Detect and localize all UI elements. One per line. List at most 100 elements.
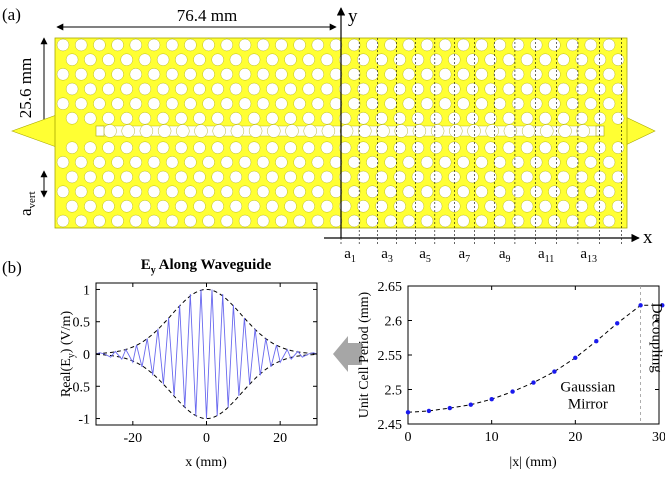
lattice-hole	[402, 214, 415, 228]
lattice-hole	[229, 170, 243, 184]
avert-label: avert	[16, 191, 38, 216]
lattice-hole	[147, 97, 161, 110]
lattice-hole	[247, 82, 261, 96]
lattice-hole	[439, 214, 452, 228]
lattice-hole	[202, 38, 215, 52]
lattice-hole	[457, 214, 470, 228]
lattice-hole	[393, 200, 406, 213]
lattice-hole	[220, 38, 234, 52]
right-chart-frame	[407, 285, 660, 425]
lattice-hole	[520, 53, 534, 66]
lattice-hole	[284, 82, 297, 96]
lattice-hole	[593, 141, 607, 154]
lattice-hole	[357, 141, 370, 154]
lattice-hole	[93, 38, 106, 52]
waveguide-hole	[558, 124, 572, 138]
lattice-hole	[393, 82, 406, 96]
lattice-hole	[557, 53, 570, 66]
slot-end-left	[95, 125, 105, 137]
lattice-hole	[138, 82, 152, 96]
lattice-hole	[548, 185, 561, 198]
lattice-hole	[502, 141, 516, 154]
lattice-hole	[348, 185, 361, 198]
lattice-hole	[557, 170, 570, 184]
lattice-hole	[502, 112, 516, 125]
lattice-hole	[539, 200, 552, 213]
lattice-hole	[284, 112, 297, 125]
lattice-hole	[165, 97, 179, 110]
lattice-hole	[156, 53, 170, 66]
lattice-hole	[293, 97, 306, 110]
lattice-hole	[338, 82, 352, 96]
lattice-hole	[420, 156, 434, 169]
lattice-hole	[484, 82, 497, 96]
lattice-hole	[357, 82, 370, 96]
lattice-hole	[147, 38, 161, 52]
lattice-hole	[65, 200, 79, 213]
lattice-hole	[420, 214, 434, 228]
lattice-hole	[393, 170, 406, 184]
lattice-hole	[502, 82, 516, 96]
panel-b-label: (b)	[2, 258, 22, 277]
lattice-hole	[338, 53, 352, 66]
lattice-hole	[366, 156, 379, 169]
lattice-hole	[84, 53, 97, 66]
lattice-hole	[165, 185, 179, 198]
lattice-hole	[247, 141, 261, 154]
lattice-hole	[275, 97, 288, 110]
lattice-hole	[466, 200, 479, 213]
lattice-hole	[548, 38, 561, 52]
lattice-hole	[129, 185, 143, 198]
lattice-hole	[557, 82, 570, 96]
lattice-hole	[429, 200, 443, 213]
lattice-hole	[111, 97, 124, 110]
y-tick-label: -0.5	[68, 380, 90, 395]
lattice-hole	[275, 68, 288, 81]
lattice-hole	[411, 82, 425, 96]
lattice-hole	[457, 38, 470, 52]
lattice-hole	[302, 82, 315, 96]
lattice-hole	[284, 141, 297, 154]
lattice-hole	[511, 97, 525, 110]
period-label: a3	[381, 246, 393, 265]
lattice-hole	[539, 53, 552, 66]
lattice-hole	[84, 170, 97, 184]
lattice-hole	[257, 38, 270, 52]
lattice-hole	[238, 38, 252, 52]
lattice-hole	[84, 112, 97, 125]
lattice-hole	[338, 200, 352, 213]
lattice-hole	[175, 53, 188, 66]
waveguide-hole	[157, 124, 172, 138]
waveguide-hole	[248, 124, 263, 138]
lattice-hole	[65, 170, 79, 184]
lattice-hole	[165, 214, 179, 228]
lattice-hole	[593, 112, 607, 125]
lattice-hole	[320, 82, 334, 96]
lattice-hole	[93, 156, 106, 169]
x-tick-label: 20	[568, 430, 582, 445]
lattice-hole	[384, 156, 397, 169]
width-label: 76.4 mm	[177, 6, 237, 25]
lattice-hole	[220, 68, 234, 81]
lattice-hole	[439, 97, 452, 110]
lattice-hole	[466, 112, 479, 125]
lattice-hole	[338, 141, 352, 154]
annotation-decoupling: Decoupling	[648, 303, 664, 373]
lattice-hole	[65, 82, 79, 96]
waveguide-hole	[376, 124, 390, 138]
lattice-hole	[384, 68, 397, 81]
period-point	[638, 303, 643, 308]
y-tick-label: 0	[83, 348, 90, 363]
period-label: a9	[499, 246, 511, 265]
lattice-hole	[156, 82, 170, 96]
waveguide-hole	[267, 124, 281, 138]
lattice-hole	[429, 53, 443, 66]
lattice-hole	[129, 68, 143, 81]
lattice-hole	[566, 214, 579, 228]
lattice-hole	[175, 170, 188, 184]
lattice-hole	[156, 112, 170, 125]
lattice-hole	[74, 185, 88, 198]
waveguide-hole	[412, 124, 427, 138]
lattice-hole	[466, 170, 479, 184]
lattice-hole	[593, 170, 607, 184]
